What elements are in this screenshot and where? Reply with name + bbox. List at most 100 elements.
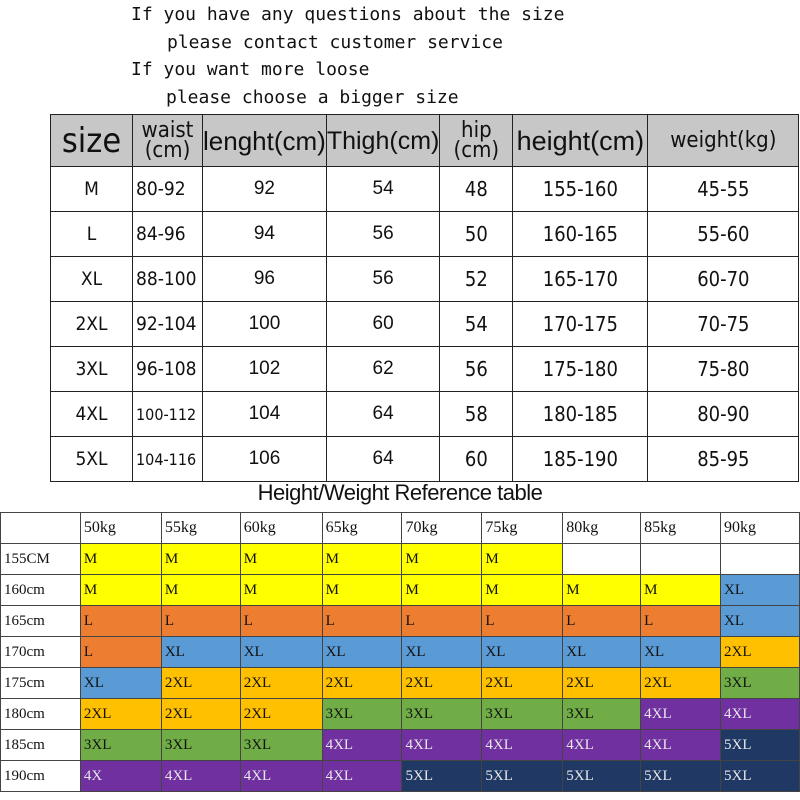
reference-row: 185cm 3XL 3XL 3XL 4XL 4XL 4XL 4XL 4XL 5XL <box>0 729 800 761</box>
reference-row: 160cm M M M M M M M M XL <box>0 574 800 606</box>
notice-line-1: If you have any questions about the size <box>131 4 565 25</box>
size-cell: L <box>79 605 162 637</box>
size-cell: 4XL <box>321 729 403 761</box>
header-thigh: Thigh(cm) <box>325 114 441 167</box>
size-cell: XL <box>640 636 722 668</box>
header-weight: weight(kg) <box>647 114 800 167</box>
cell-waist: 96-108 <box>132 346 203 392</box>
cell-waist: 104-116 <box>132 436 203 482</box>
cell-length: 106 <box>202 436 327 482</box>
size-cell: 2XL <box>401 667 483 699</box>
size-cell: M <box>79 574 162 606</box>
size-cell <box>720 543 800 575</box>
header-hip: hip (cm) <box>439 114 514 167</box>
size-cell: M <box>562 574 642 606</box>
reference-row: 155CM M M M M M M <box>0 543 800 575</box>
size-cell: M <box>401 574 483 606</box>
reference-title: Height/Weight Reference table <box>257 480 543 505</box>
height-label: 155CM <box>0 543 81 575</box>
cell-size: 2XL <box>50 301 133 347</box>
cell-hip: 54 <box>439 301 514 347</box>
size-cell: 3XL <box>562 698 642 730</box>
cell-weight: 80-90 <box>647 391 800 437</box>
weight-header: 50kg <box>79 512 162 544</box>
cell-length: 100 <box>202 301 327 347</box>
size-cell: 2XL <box>562 667 642 699</box>
reference-row: 170cm L XL XL XL XL XL XL XL 2XL <box>0 636 800 668</box>
cell-size: 3XL <box>50 346 133 392</box>
cell-weight: 70-75 <box>647 301 800 347</box>
height-weight-reference: Height/Weight Reference table 50kg 55kg 60… <box>0 474 800 800</box>
cell-height: 170-175 <box>512 301 649 347</box>
cell-height: 165-170 <box>512 256 649 302</box>
cell-weight: 45-55 <box>647 166 800 212</box>
size-cell: M <box>79 543 162 575</box>
weight-header: 70kg <box>401 512 483 544</box>
size-cell: 2XL <box>321 667 403 699</box>
size-cell <box>640 543 722 575</box>
weight-header: 55kg <box>160 512 241 544</box>
size-cell: 3XL <box>79 729 162 761</box>
cell-hip: 56 <box>439 346 514 392</box>
size-cell: 3XL <box>720 667 800 699</box>
size-cell: M <box>401 543 483 575</box>
size-cell: M <box>239 543 323 575</box>
size-cell: 2XL <box>481 667 564 699</box>
size-cell: 5XL <box>720 729 800 761</box>
cell-waist: 84-96 <box>132 211 203 257</box>
cell-thigh: 62 <box>325 346 441 392</box>
size-cell: M <box>321 574 403 606</box>
cell-waist: 100-112 <box>132 391 203 437</box>
size-cell: 5XL <box>562 760 642 792</box>
size-cell: 2XL <box>239 667 323 699</box>
weight-header: 60kg <box>239 512 323 544</box>
size-row: M 80-92 92 54 48 155-160 45-55 <box>50 166 800 212</box>
size-cell: L <box>79 636 162 668</box>
size-row: 4XL 100-112 104 64 58 180-185 80-90 <box>50 391 800 437</box>
size-cell: L <box>562 605 642 637</box>
cell-thigh: 56 <box>325 211 441 257</box>
cell-weight: 75-80 <box>647 346 800 392</box>
cell-thigh: 60 <box>325 301 441 347</box>
height-label: 160cm <box>0 574 81 606</box>
reference-row: 190cm 4X 4XL 4XL 4XL 5XL 5XL 5XL 5XL 5XL <box>0 760 800 792</box>
cell-length: 104 <box>202 391 327 437</box>
size-cell: 2XL <box>239 698 323 730</box>
size-cell: XL <box>321 636 403 668</box>
size-cell: 4XL <box>401 729 483 761</box>
size-cell: XL <box>401 636 483 668</box>
size-cell: XL <box>720 605 800 637</box>
size-cell: L <box>321 605 403 637</box>
size-row: XL 88-100 96 56 52 165-170 60-70 <box>50 256 800 302</box>
height-label: 175cm <box>0 667 81 699</box>
size-cell: XL <box>160 636 241 668</box>
cell-thigh: 64 <box>325 391 441 437</box>
size-cell: M <box>160 543 241 575</box>
reference-header-row: 50kg 55kg 60kg 65kg 70kg 75kg 80kg 85kg 90kg <box>0 512 800 544</box>
reference-row: 180cm 2XL 2XL 2XL 3XL 3XL 3XL 3XL 4XL 4XL <box>0 698 800 730</box>
height-label: 190cm <box>0 760 81 792</box>
size-chart-table: size waist (cm) lenght(cm) Thigh(cm) hip(… <box>50 114 800 482</box>
weight-header: 80kg <box>562 512 642 544</box>
height-label: 165cm <box>0 605 81 637</box>
header-length: lenght(cm) <box>202 114 327 167</box>
size-cell: M <box>160 574 241 606</box>
cell-size: 5XL <box>50 436 133 482</box>
size-cell: 4XL <box>720 698 800 730</box>
size-cell: L <box>640 605 722 637</box>
cell-height: 180-185 <box>512 391 649 437</box>
size-cell: 4XL <box>481 729 564 761</box>
cell-thigh: 64 <box>325 436 441 482</box>
size-cell: 3XL <box>239 729 323 761</box>
size-row: 5XL 104-116 106 64 60 185-190 85-95 <box>50 436 800 482</box>
cell-weight: 55-60 <box>647 211 800 257</box>
weight-header: 90kg <box>720 512 800 544</box>
size-cell: 5XL <box>481 760 564 792</box>
cell-thigh: 56 <box>325 256 441 302</box>
cell-waist: 88-100 <box>132 256 203 302</box>
size-cell: 3XL <box>160 729 241 761</box>
cell-hip: 58 <box>439 391 514 437</box>
size-row: L 84-96 94 56 50 160-165 55-60 <box>50 211 800 257</box>
size-cell <box>562 543 642 575</box>
weight-header: 85kg <box>640 512 722 544</box>
